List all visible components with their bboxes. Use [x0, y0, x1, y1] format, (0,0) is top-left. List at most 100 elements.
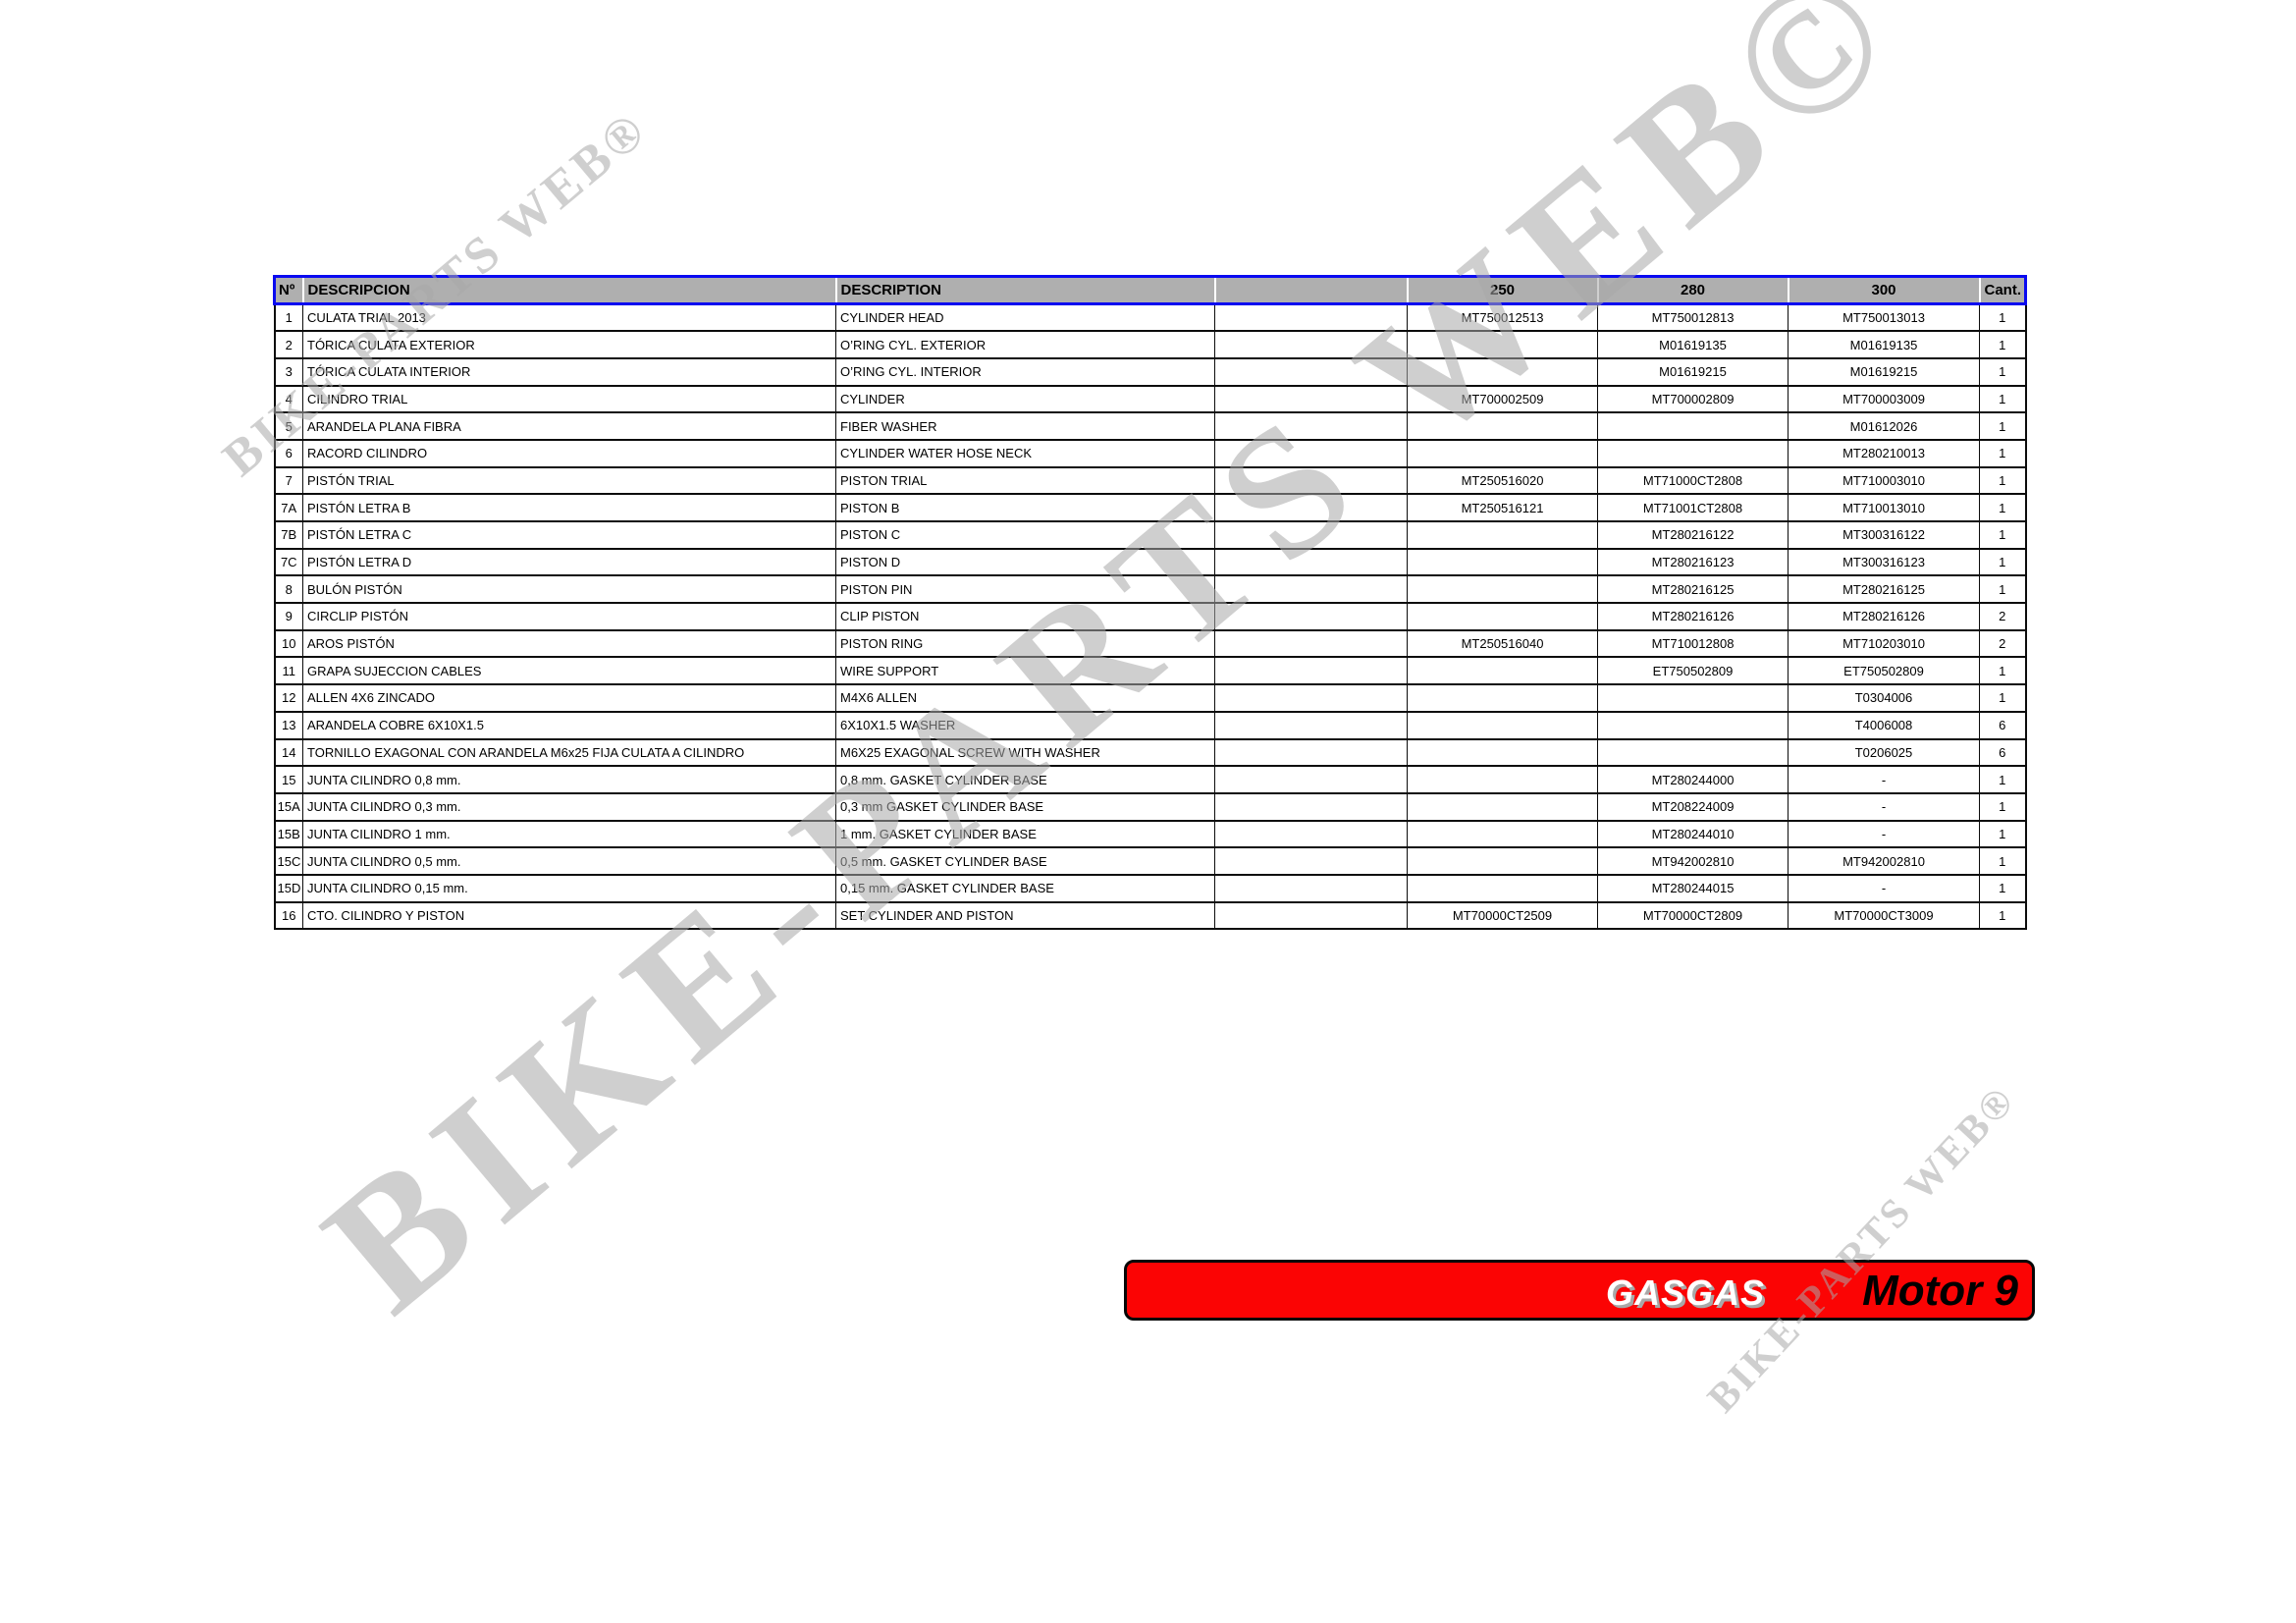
- cell-280: MT280244000: [1597, 765, 1789, 794]
- cell-descripcion: PISTÓN TRIAL: [302, 465, 836, 496]
- table-row: 15D JUNTA CILINDRO 0,15 mm. 0,15 mm. GASKE…: [273, 873, 2027, 903]
- cell-num: 5: [273, 411, 303, 441]
- cell-250: [1407, 710, 1598, 740]
- cell-blank: [1214, 765, 1408, 794]
- cell-num: 15C: [273, 846, 303, 876]
- cell-300: -: [1788, 819, 1980, 849]
- cell-num: 11: [273, 656, 303, 686]
- cell-descripcion: AROS PISTÓN: [302, 628, 836, 659]
- cell-descripcion: BULÓN PISTÓN: [302, 574, 836, 605]
- cell-descripcion: JUNTA CILINDRO 0,15 mm.: [302, 873, 836, 903]
- watermark-bottom-right: BIKE-PARTS WEB®: [1699, 1077, 2025, 1422]
- cell-280: MT280216125: [1597, 574, 1789, 605]
- cell-blank: [1214, 330, 1408, 359]
- cell-250: MT750012513: [1407, 302, 1598, 333]
- cell-250: [1407, 547, 1598, 577]
- cell-description: CYLINDER WATER HOSE NECK: [835, 438, 1215, 468]
- cell-descripcion: CULATA TRIAL 2013: [302, 302, 836, 333]
- cell-description: CYLINDER: [835, 384, 1215, 414]
- cell-280: MT710012808: [1597, 628, 1789, 659]
- cell-300: M01619135: [1788, 330, 1980, 359]
- cell-description: PISTON D: [835, 547, 1215, 577]
- cell-descripcion: ARANDELA PLANA FIBRA: [302, 411, 836, 441]
- cell-300: -: [1788, 873, 1980, 903]
- cell-300: -: [1788, 765, 1980, 794]
- header-row: Nº DESCRIPCION DESCRIPTION 250 280 300 C…: [273, 275, 2027, 305]
- table-row: 2 TÓRICA CULATA EXTERIOR O’RING CYL. EXTER…: [273, 330, 2027, 359]
- cell-description: PISTON B: [835, 493, 1215, 522]
- cell-300: -: [1788, 791, 1980, 822]
- cell-250: [1407, 330, 1598, 359]
- model-banner: GASGAS Motor 9: [1124, 1260, 2035, 1321]
- cell-300: MT710013010: [1788, 493, 1980, 522]
- table-row: 7A PISTÓN LETRA B PISTON B MT250516121 MT710…: [273, 493, 2027, 522]
- cell-descripcion: JUNTA CILINDRO 0,3 mm.: [302, 791, 836, 822]
- table-row: 7 PISTÓN TRIAL PISTON TRIAL MT250516020 MT71…: [273, 465, 2027, 496]
- cell-blank: [1214, 574, 1408, 605]
- table-row: 7C PISTÓN LETRA D PISTON D MT280216123 MT300…: [273, 547, 2027, 577]
- cell-250: [1407, 602, 1598, 631]
- cell-280: MT71000CT2808: [1597, 465, 1789, 496]
- cell-250: MT70000CT2509: [1407, 900, 1598, 931]
- table-row: 15B JUNTA CILINDRO 1 mm. 1 mm. GASKET CYLI…: [273, 819, 2027, 849]
- cell-num: 7: [273, 465, 303, 496]
- cell-280: MT280244015: [1597, 873, 1789, 903]
- cell-descripcion: PISTÓN LETRA C: [302, 520, 836, 550]
- cell-280: MT71001CT2808: [1597, 493, 1789, 522]
- cell-blank: [1214, 873, 1408, 903]
- cell-300: MT300316122: [1788, 520, 1980, 550]
- cell-descripcion: JUNTA CILINDRO 0,8 mm.: [302, 765, 836, 794]
- cell-300: MT710003010: [1788, 465, 1980, 496]
- cell-descripcion: ALLEN 4X6 ZINCADO: [302, 683, 836, 713]
- cell-description: WIRE SUPPORT: [835, 656, 1215, 686]
- cell-num: 6: [273, 438, 303, 468]
- cell-descripcion: TORNILLO EXAGONAL CON ARANDELA M6x25 FIJ…: [302, 737, 836, 768]
- cell-250: [1407, 520, 1598, 550]
- cell-description: 0,8 mm. GASKET CYLINDER BASE: [835, 765, 1215, 794]
- table-row: 16 CTO. CILINDRO Y PISTON SET CYLINDER AND…: [273, 900, 2027, 931]
- cell-num: 9: [273, 602, 303, 631]
- cell-300: MT280216125: [1788, 574, 1980, 605]
- cell-250: [1407, 356, 1598, 387]
- cell-300: M01612026: [1788, 411, 1980, 441]
- cell-qty: 6: [1979, 710, 2027, 740]
- cell-num: 15: [273, 765, 303, 794]
- cell-descripcion: JUNTA CILINDRO 1 mm.: [302, 819, 836, 849]
- cell-280: MT942002810: [1597, 846, 1789, 876]
- cell-250: MT250516121: [1407, 493, 1598, 522]
- cell-descripcion: ARANDELA COBRE 6X10X1.5: [302, 710, 836, 740]
- cell-qty: 1: [1979, 846, 2027, 876]
- cell-qty: 1: [1979, 330, 2027, 359]
- cell-qty: 1: [1979, 520, 2027, 550]
- cell-description: PISTON PIN: [835, 574, 1215, 605]
- cell-300: T0304006: [1788, 683, 1980, 713]
- cell-300: MT710203010: [1788, 628, 1980, 659]
- cell-num: 7C: [273, 547, 303, 577]
- model-label: Motor 9: [1862, 1267, 2018, 1315]
- cell-num: 15D: [273, 873, 303, 903]
- cell-num: 8: [273, 574, 303, 605]
- cell-qty: 2: [1979, 628, 2027, 659]
- cell-qty: 1: [1979, 765, 2027, 794]
- cell-300: MT70000CT3009: [1788, 900, 1980, 931]
- header-descripcion: DESCRIPCION: [301, 275, 836, 305]
- gasgas-logo: GASGAS: [1606, 1272, 1766, 1313]
- cell-qty: 1: [1979, 384, 2027, 414]
- table-row: 11 GRAPA SUJECCION CABLES WIRE SUPPORT ET75…: [273, 656, 2027, 686]
- cell-description: M6X25 EXAGONAL SCREW WITH WASHER: [835, 737, 1215, 768]
- table-row: 15 JUNTA CILINDRO 0,8 mm. 0,8 mm. GASKET C…: [273, 765, 2027, 794]
- cell-qty: 1: [1979, 873, 2027, 903]
- header-blank: [1213, 275, 1408, 305]
- cell-qty: 1: [1979, 493, 2027, 522]
- cell-blank: [1214, 384, 1408, 414]
- cell-250: [1407, 683, 1598, 713]
- cell-280: MT280216123: [1597, 547, 1789, 577]
- cell-blank: [1214, 438, 1408, 468]
- cell-description: 0,15 mm. GASKET CYLINDER BASE: [835, 873, 1215, 903]
- cell-qty: 1: [1979, 900, 2027, 931]
- cell-qty: 1: [1979, 683, 2027, 713]
- cell-description: PISTON C: [835, 520, 1215, 550]
- cell-qty: 1: [1979, 547, 2027, 577]
- cell-qty: 1: [1979, 819, 2027, 849]
